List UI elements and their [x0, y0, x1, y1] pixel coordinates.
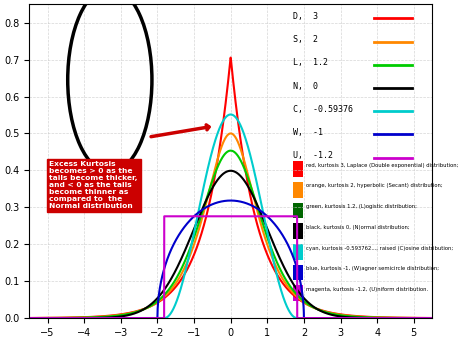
Text: orange, kurtosis 2, hyperbolic (Secant) distribution;: orange, kurtosis 2, hyperbolic (Secant) …	[306, 183, 443, 188]
FancyBboxPatch shape	[293, 202, 303, 218]
Text: D,  3: D, 3	[293, 12, 318, 21]
Text: N,  0: N, 0	[293, 82, 318, 91]
Text: blue, kurtosis -1, (W)agner semicircle distribution;: blue, kurtosis -1, (W)agner semicircle d…	[306, 266, 439, 271]
Text: S,  2: S, 2	[293, 35, 318, 44]
Text: U,  -1.2: U, -1.2	[293, 152, 333, 160]
Text: Excess Kurtosis
becomes > 0 as the
tails become thicker,
and < 0 as the tails
be: Excess Kurtosis becomes > 0 as the tails…	[49, 161, 138, 209]
Text: red, kurtosis 3, Laplace (Double exponential) distribution;: red, kurtosis 3, Laplace (Double exponen…	[306, 163, 459, 168]
FancyBboxPatch shape	[293, 286, 303, 301]
Text: cyan, kurtosis -0.593762..., raised (C)osine distribution;: cyan, kurtosis -0.593762..., raised (C)o…	[306, 246, 454, 251]
Text: W,  -1: W, -1	[293, 128, 323, 137]
FancyBboxPatch shape	[293, 182, 303, 198]
FancyBboxPatch shape	[293, 223, 303, 239]
Text: C,  -0.59376: C, -0.59376	[293, 105, 353, 114]
Text: black, kurtosis 0, (N)ormal distribution;: black, kurtosis 0, (N)ormal distribution…	[306, 225, 410, 230]
Text: green, kurtosis 1.2, (L)ogistic distribution;: green, kurtosis 1.2, (L)ogistic distribu…	[306, 204, 417, 209]
FancyBboxPatch shape	[293, 244, 303, 260]
FancyBboxPatch shape	[293, 161, 303, 177]
Text: L,  1.2: L, 1.2	[293, 58, 328, 67]
Text: magenta, kurtosis -1.2, (U)niform distribution.: magenta, kurtosis -1.2, (U)niform distri…	[306, 287, 428, 292]
FancyBboxPatch shape	[293, 265, 303, 280]
